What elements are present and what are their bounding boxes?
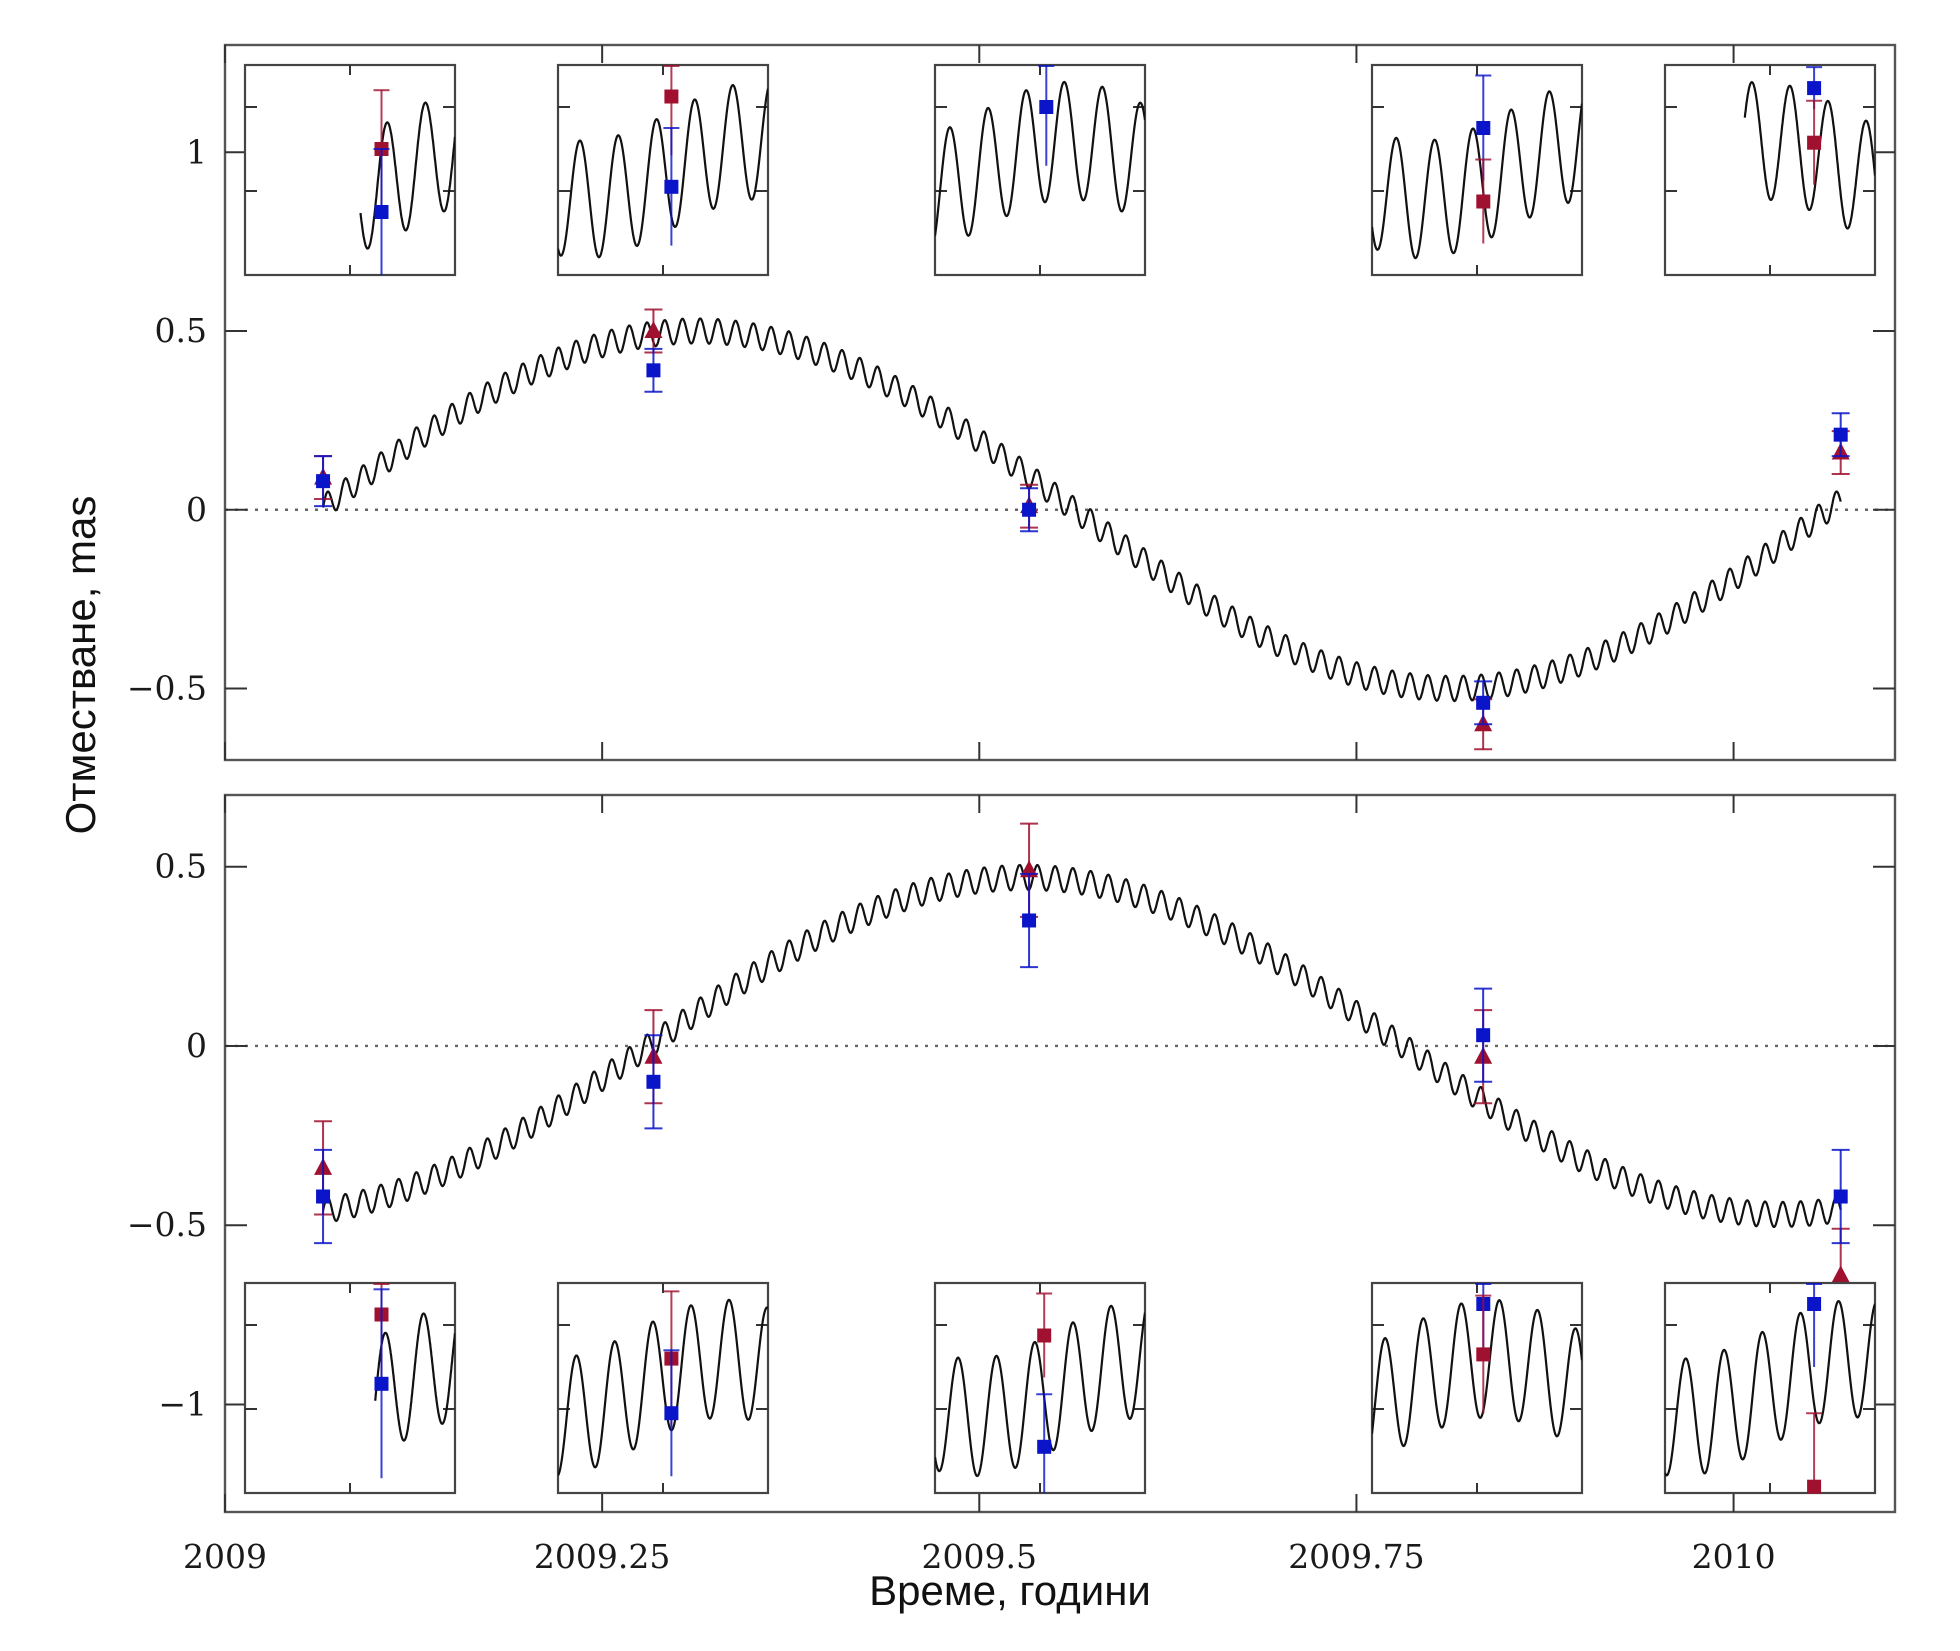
lower-y-ticks: −1 −0.5 0 0.5: [127, 847, 1895, 1423]
upper-panel: −0.5 0 0.5 1: [127, 43, 1897, 762]
lower-square-marker: [646, 1074, 661, 1089]
lower-x-ticks: [224, 795, 1735, 1512]
lower-inset-square-marker: [1807, 1297, 1822, 1311]
upper-square-marker: [646, 363, 661, 378]
upper-inset: [556, 63, 770, 277]
lower-triangle-marker: [1831, 1265, 1850, 1283]
upper-inset: [1370, 63, 1584, 277]
upper-insets: [243, 63, 1877, 277]
upper-square-marker: [1022, 502, 1037, 517]
lower-panel-frame: [223, 793, 1897, 1514]
lower-square-marker: [1476, 1028, 1491, 1043]
upper-ytick-label: −0.5: [127, 669, 207, 708]
lower-inset-square-marker: [374, 1376, 389, 1391]
upper-ytick-label: 0: [186, 490, 207, 529]
upper-inset: [243, 63, 457, 277]
lower-inset-frame: [933, 1281, 1147, 1495]
upper-inset-square-marker: [664, 179, 679, 194]
lower-square-marker: [1022, 913, 1037, 928]
lower-inset-frame: [243, 1281, 457, 1495]
y-axis-title: Отместване, mas: [57, 496, 104, 835]
x-tick-label: 2009: [183, 1537, 267, 1576]
upper-inset-frame: [1663, 63, 1877, 277]
lower-square-marker: [316, 1189, 331, 1204]
x-tick-labels: 2009 2009.25 2009.5 2009.75 2010: [183, 1537, 1776, 1576]
upper-triangle-marker: [644, 321, 663, 338]
lower-model-curve: [322, 863, 1842, 1228]
lower-inset-curve: [1372, 1298, 1582, 1448]
lower-inset-curve: [374, 1312, 455, 1442]
lower-inset-square-marker: [664, 1406, 679, 1421]
upper-ytick-label: 0.5: [155, 311, 207, 350]
x-tick-label: 2009.5: [922, 1537, 1037, 1576]
upper-model-curve-group: [322, 317, 1842, 703]
upper-square-marker: [1833, 427, 1848, 442]
lower-model-curve-group: [322, 863, 1842, 1228]
upper-data-points: [314, 308, 1850, 751]
upper-y-ticks: −0.5 0 0.5 1: [127, 132, 1895, 708]
upper-inset-square-marker: [1807, 81, 1822, 96]
upper-inset-square-marker: [1039, 100, 1054, 114]
upper-inset-curve: [935, 80, 1145, 237]
upper-inset-square-marker: [1807, 135, 1822, 150]
lower-inset-curve: [935, 1304, 1145, 1478]
upper-inset-square-marker: [664, 89, 679, 104]
lower-ytick-label: 0: [186, 1026, 207, 1065]
upper-square-marker: [1476, 695, 1491, 710]
upper-x-ticks: [224, 45, 1735, 760]
lower-insets: [243, 1281, 1877, 1495]
x-tick-label: 2009.25: [534, 1537, 670, 1576]
upper-square-marker: [316, 474, 331, 489]
upper-inset-square-marker: [374, 205, 389, 219]
lower-inset-curve: [558, 1298, 768, 1477]
upper-inset-frame: [556, 63, 770, 277]
upper-plot-frame: [223, 43, 1897, 762]
upper-panel-frame: [223, 43, 1897, 762]
upper-inset-frame: [243, 63, 457, 277]
lower-inset-square-marker: [1037, 1439, 1052, 1454]
lower-panel: −1 −0.5 0 0.5: [127, 793, 1897, 1514]
lower-inset: [1370, 1281, 1584, 1495]
upper-ytick-label: 1: [186, 132, 207, 171]
lower-inset-frame: [1370, 1281, 1584, 1495]
upper-model-curve: [322, 317, 1842, 703]
upper-inset-curve: [359, 101, 455, 250]
x-axis-title: Време, години: [869, 1567, 1151, 1614]
upper-inset-curve: [558, 83, 768, 259]
lower-inset: [556, 1281, 770, 1495]
upper-inset: [933, 63, 1147, 277]
lower-ytick-label: −1: [158, 1384, 207, 1423]
lower-inset: [933, 1281, 1147, 1495]
lower-inset-square-marker: [1037, 1328, 1052, 1343]
upper-inset-square-marker: [1476, 194, 1491, 209]
lower-inset: [243, 1281, 457, 1495]
upper-inset: [1663, 63, 1877, 277]
x-tick-label: 2010: [1692, 1537, 1776, 1576]
lower-square-marker: [1833, 1189, 1848, 1204]
upper-inset-square-marker: [1476, 121, 1491, 135]
lower-inset: [1663, 1281, 1877, 1495]
upper-inset-curve: [1372, 90, 1582, 260]
lower-ytick-label: 0.5: [155, 847, 207, 886]
upper-inset-curve: [1743, 81, 1875, 230]
lower-inset-square-marker: [1476, 1347, 1491, 1362]
lower-inset-curve: [1665, 1299, 1875, 1477]
lower-ytick-label: −0.5: [127, 1205, 207, 1244]
x-tick-label: 2009.75: [1288, 1537, 1424, 1576]
lower-inset-square-marker: [1807, 1479, 1822, 1494]
lower-plot-frame: [223, 793, 1897, 1514]
